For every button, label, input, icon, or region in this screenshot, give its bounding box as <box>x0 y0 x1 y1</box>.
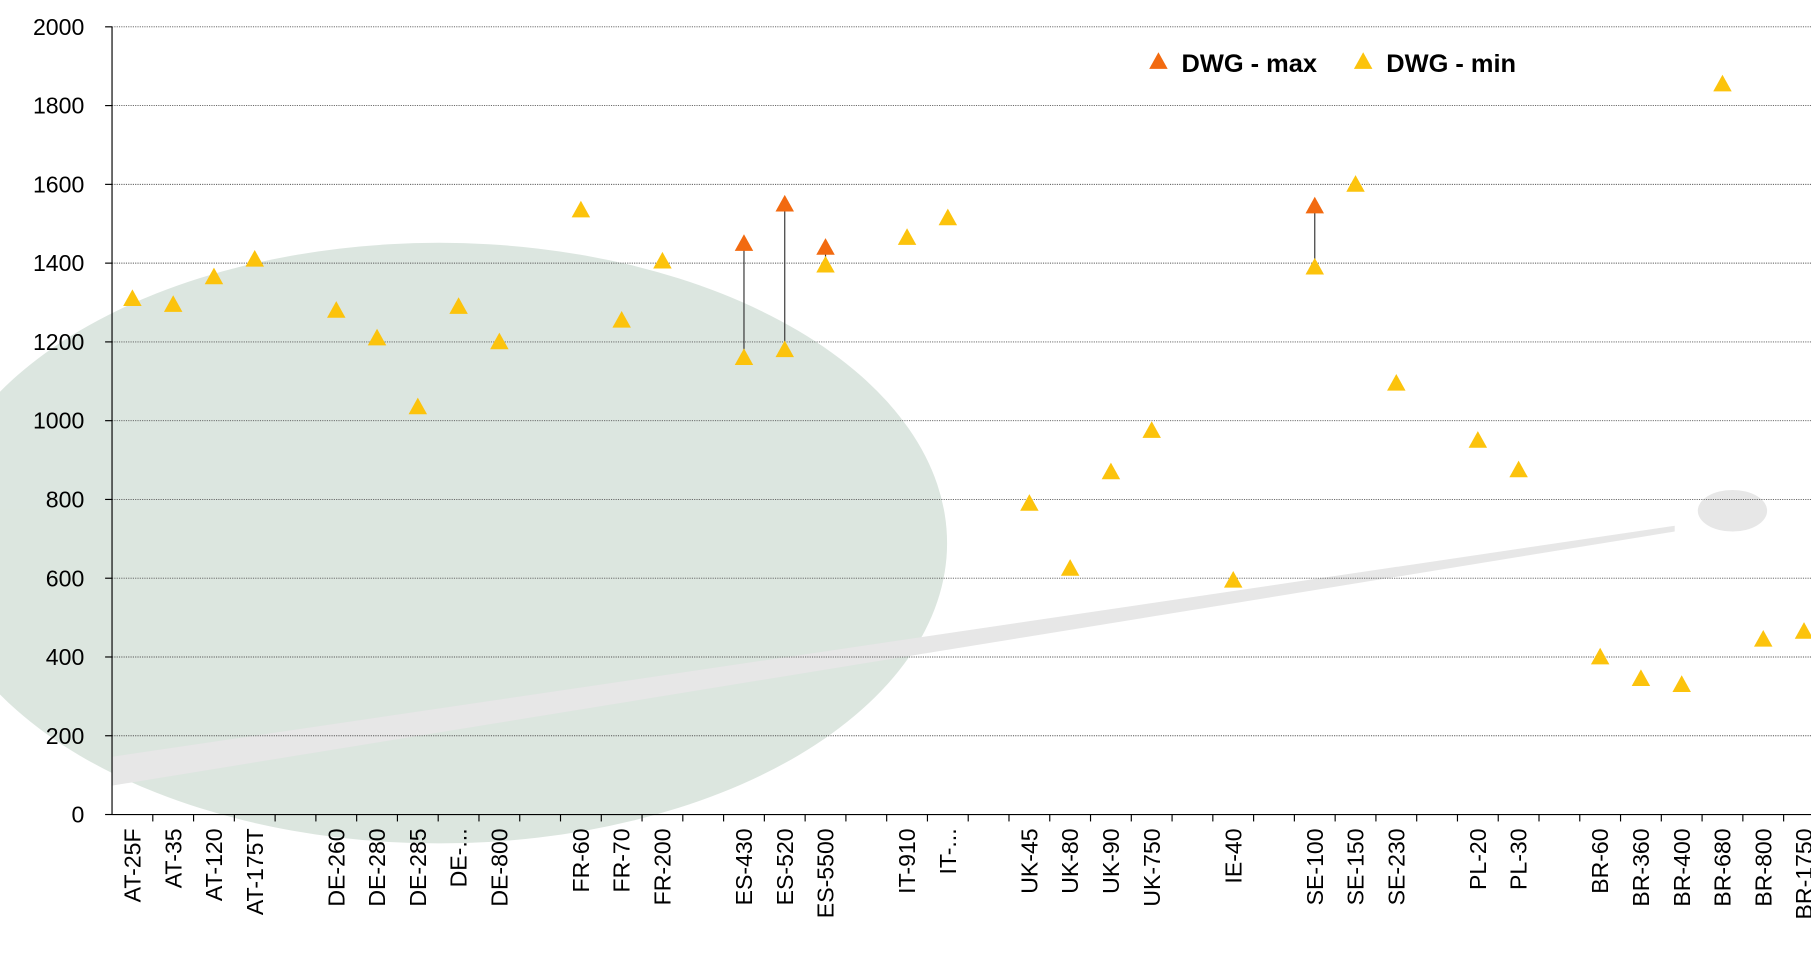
y-tick-label: 400 <box>46 644 85 670</box>
marker <box>1060 559 1080 576</box>
x-tick-label: BR-1750 <box>1791 828 1811 919</box>
marker <box>1305 196 1325 214</box>
marker <box>897 228 917 245</box>
x-tick-label: ES-520 <box>772 828 798 905</box>
x-tick-label: ES-5500 <box>813 828 839 918</box>
y-tick-label: 600 <box>46 565 85 591</box>
marker <box>1794 622 1811 639</box>
marker <box>408 397 428 415</box>
marker <box>775 194 794 212</box>
x-tick-label: PL-30 <box>1506 828 1532 890</box>
y-tick-label: 1400 <box>33 250 84 276</box>
x-tick-label: AT-25F <box>120 828 146 902</box>
marker <box>490 332 509 350</box>
marker <box>163 295 183 312</box>
y-tick-label: 800 <box>46 487 85 513</box>
marker <box>1631 669 1651 687</box>
background-decoration <box>0 242 1768 844</box>
marker <box>1223 570 1243 588</box>
x-tick-label: BR-680 <box>1710 828 1736 906</box>
y-tick-label: 1200 <box>33 329 84 355</box>
marker <box>1509 460 1528 478</box>
marker <box>938 208 958 226</box>
marker <box>1387 374 1406 391</box>
marker <box>734 234 754 251</box>
x-tick-label: DE-... <box>446 828 472 887</box>
x-tick-label: AT-120 <box>201 828 227 901</box>
marker <box>1142 421 1161 438</box>
marker <box>1346 175 1365 192</box>
marker <box>1754 630 1773 647</box>
legend-label: DWG - max <box>1182 50 1317 78</box>
x-tick-label: BR-60 <box>1587 828 1613 893</box>
x-tick-label: FR-60 <box>568 828 594 892</box>
x-tick-label: AT-35 <box>160 828 186 888</box>
x-tick-label: UK-750 <box>1139 828 1165 906</box>
x-tick-label: AT-175T <box>242 828 268 915</box>
x-tick-label: UK-45 <box>1016 828 1042 893</box>
x-tick-label: UK-80 <box>1057 828 1083 893</box>
legend-marker <box>1353 52 1373 69</box>
legend-marker <box>1149 52 1168 69</box>
x-tick-label: FR-70 <box>609 828 635 892</box>
x-tick-label: DE-800 <box>486 828 512 906</box>
marker <box>245 249 264 267</box>
marker <box>1672 675 1691 692</box>
marker <box>1590 647 1610 665</box>
y-tick-label: 1000 <box>33 408 84 434</box>
y-tick-label: 200 <box>46 723 85 749</box>
x-tick-label: IE-40 <box>1220 828 1246 883</box>
x-tick-label: IT-910 <box>894 828 920 893</box>
marker <box>1020 494 1039 511</box>
x-tick-label: IT-... <box>935 828 961 874</box>
y-tick-label: 2000 <box>33 14 84 40</box>
x-tick-label: BR-800 <box>1750 828 1776 906</box>
marker <box>571 200 591 218</box>
marker <box>123 289 142 306</box>
x-tick-label: DE-280 <box>364 828 390 906</box>
marker <box>449 297 468 314</box>
x-tick-label: BR-400 <box>1669 828 1695 906</box>
x-tick-label: DE-260 <box>323 828 349 906</box>
marker <box>816 255 835 273</box>
y-tick-label: 1800 <box>33 93 84 119</box>
x-tick-label: PL-20 <box>1465 828 1491 890</box>
marker <box>1101 462 1121 480</box>
x-tick-label: BR-360 <box>1628 828 1654 906</box>
marker <box>775 340 794 358</box>
marker <box>327 301 346 318</box>
legend-label: DWG - min <box>1386 50 1516 78</box>
marker <box>1713 74 1732 92</box>
x-tick-label: SE-150 <box>1343 828 1369 905</box>
marker <box>367 328 387 346</box>
marker <box>653 251 672 269</box>
x-tick-label: DE-285 <box>405 828 431 906</box>
x-tick-label: FR-200 <box>650 828 676 905</box>
x-tick-label: SE-230 <box>1383 828 1409 905</box>
marker <box>1305 257 1325 275</box>
marker <box>204 267 224 285</box>
marker <box>816 238 835 255</box>
y-tick-label: 1600 <box>33 171 84 197</box>
y-tick-label: 0 <box>71 802 84 828</box>
marker <box>1468 431 1488 448</box>
x-tick-label: ES-430 <box>731 828 757 905</box>
marker <box>734 348 754 366</box>
marker <box>612 311 631 328</box>
x-tick-label: UK-90 <box>1098 828 1124 893</box>
x-tick-label: SE-100 <box>1302 828 1328 905</box>
